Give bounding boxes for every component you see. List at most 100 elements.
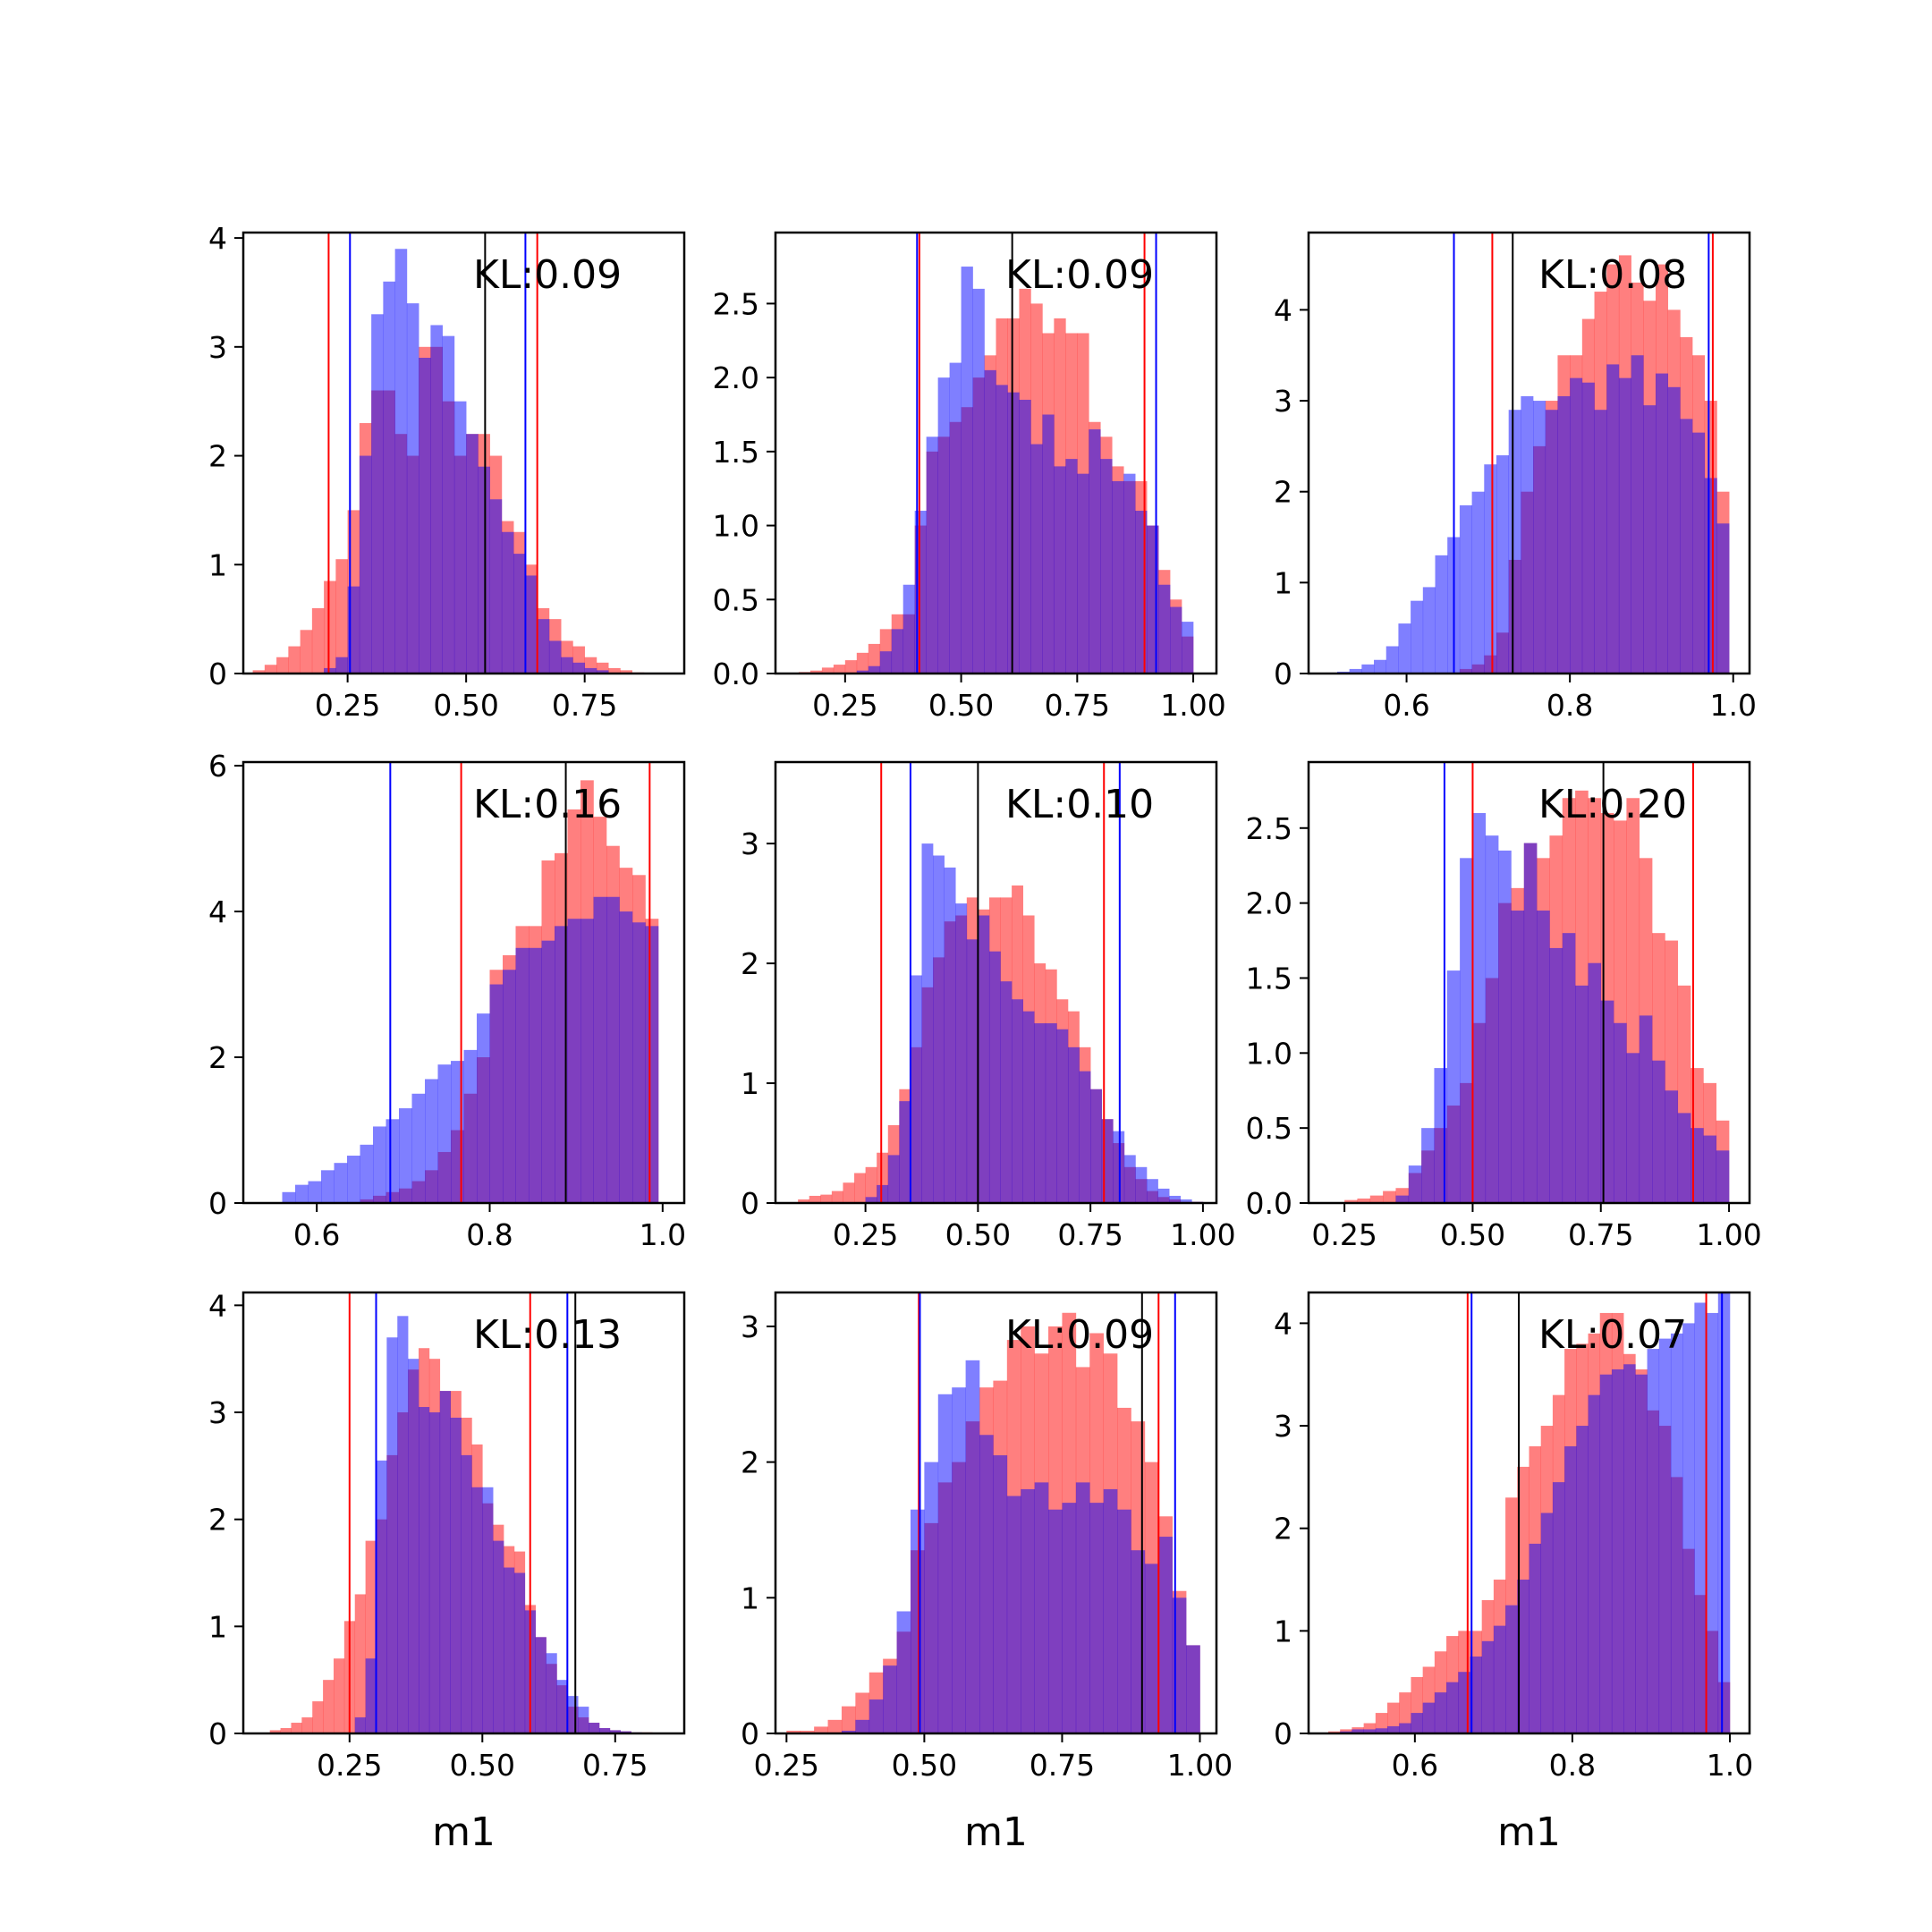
y-tick-label: 4 bbox=[1274, 292, 1292, 327]
blue-bar bbox=[988, 951, 1001, 1203]
blue-bar bbox=[1682, 1323, 1695, 1733]
blue-bar bbox=[1576, 1426, 1589, 1733]
kl-annotation: KL:0.13 bbox=[473, 1312, 622, 1358]
blue-bar bbox=[1169, 1195, 1182, 1203]
y-tick-label: 4 bbox=[208, 894, 227, 929]
blue-bar bbox=[1045, 1023, 1057, 1203]
axes-frame bbox=[242, 231, 686, 675]
blue-bar bbox=[386, 1337, 398, 1733]
blue-bar bbox=[1643, 405, 1657, 674]
kl-annotation: KL:0.09 bbox=[473, 252, 622, 298]
y-tick-label: 2 bbox=[208, 439, 227, 474]
blue-bar bbox=[1446, 1682, 1459, 1733]
blue-bar bbox=[1639, 1015, 1653, 1203]
blue-bar bbox=[535, 1637, 547, 1733]
blue-bar bbox=[584, 667, 597, 674]
blue-bar bbox=[1631, 355, 1644, 674]
blue-bar bbox=[1034, 1023, 1046, 1203]
blue-bar bbox=[1065, 459, 1078, 674]
blue-bar bbox=[428, 1412, 441, 1733]
blue-bar bbox=[1703, 1135, 1717, 1203]
x-tick-label: 0.6 bbox=[1392, 1748, 1438, 1783]
blue-bar bbox=[891, 629, 904, 674]
subplot-1: 0.25 0.50 0.75 0 1 2 3 4 KL:0.09 bbox=[208, 221, 686, 723]
blue-bar bbox=[1421, 1128, 1435, 1203]
blue-bar bbox=[1670, 1333, 1683, 1733]
subplot-3: 0.6 0.8 1.0 0 1 2 3 4 KL:0.08 bbox=[1274, 231, 1757, 723]
plot-area bbox=[786, 1292, 1200, 1733]
blue-bar bbox=[580, 919, 594, 1203]
x-tick-label: 0.75 bbox=[1045, 688, 1110, 723]
blue-bar bbox=[556, 1680, 568, 1733]
x-axis-label: m1 bbox=[1497, 1809, 1561, 1855]
red-bar bbox=[323, 1680, 335, 1733]
red-bar bbox=[264, 665, 277, 674]
red-bar bbox=[324, 580, 336, 674]
y-tick-label: 3 bbox=[1274, 384, 1292, 419]
blue-bar bbox=[419, 357, 431, 674]
blue-bar bbox=[593, 896, 607, 1203]
blue-bar bbox=[921, 843, 934, 1203]
x-axis-label: m1 bbox=[964, 1809, 1028, 1855]
blue-bar bbox=[399, 1108, 412, 1203]
blue-bar bbox=[442, 335, 455, 674]
blue-bar bbox=[910, 975, 922, 1203]
blue-bar bbox=[537, 619, 550, 674]
blue-bar bbox=[1089, 429, 1101, 674]
blue-bar bbox=[896, 1611, 911, 1733]
blue-bar bbox=[386, 1119, 400, 1203]
blue-bar bbox=[883, 1665, 897, 1733]
x-tick-label: 0.75 bbox=[582, 1748, 648, 1783]
blue-bar bbox=[1552, 1482, 1565, 1733]
blue-bar bbox=[1089, 1503, 1104, 1733]
blue-bar bbox=[1435, 555, 1448, 674]
red-bar bbox=[288, 646, 301, 674]
blue-bar bbox=[1652, 1060, 1665, 1203]
blue-bar bbox=[984, 369, 996, 674]
y-tick-label: 2.5 bbox=[1246, 811, 1292, 846]
x-tick-label: 0.6 bbox=[1383, 688, 1429, 723]
x-tick-label: 1.00 bbox=[1167, 1748, 1233, 1783]
blue-bar bbox=[1021, 1488, 1035, 1733]
blue-bar bbox=[1647, 1349, 1660, 1733]
y-tick-label: 0.0 bbox=[713, 657, 759, 691]
plot-area bbox=[798, 233, 1194, 674]
blue-bar bbox=[955, 903, 968, 1203]
blue-bar bbox=[578, 1707, 589, 1733]
blue-bar bbox=[453, 401, 467, 674]
blue-bar bbox=[1656, 373, 1669, 674]
blue-bar bbox=[1158, 1537, 1173, 1733]
kl-annotation: KL:0.07 bbox=[1538, 1312, 1687, 1358]
blue-bar bbox=[546, 1653, 557, 1733]
blue-bar bbox=[1075, 1482, 1090, 1733]
y-tick-label: 1.5 bbox=[713, 435, 759, 470]
kl-annotation: KL:0.09 bbox=[1005, 1312, 1154, 1358]
blue-bar bbox=[1635, 1374, 1648, 1733]
blue-bar bbox=[295, 1184, 309, 1203]
x-tick-label: 1.00 bbox=[1696, 1217, 1761, 1252]
blue-bar bbox=[841, 1730, 856, 1733]
red-bar bbox=[821, 667, 835, 674]
blue-bar bbox=[1112, 480, 1124, 674]
x-tick-label: 0.25 bbox=[754, 1748, 819, 1783]
red-bar bbox=[280, 1728, 292, 1733]
red-bar bbox=[354, 1594, 366, 1733]
blue-bar bbox=[1100, 459, 1113, 674]
blue-bar bbox=[439, 1391, 451, 1733]
y-tick-label: 1.5 bbox=[1246, 961, 1292, 996]
blue-bar bbox=[450, 1418, 462, 1733]
blue-bar bbox=[482, 1487, 494, 1733]
blue-bar bbox=[513, 554, 526, 674]
blue-bar bbox=[1611, 1368, 1624, 1733]
plot-area bbox=[269, 1292, 653, 1733]
subplot-7: 0.25 0.50 0.75 0 1 2 3 4 KL:0.13 m1 bbox=[208, 1288, 686, 1855]
blue-bar bbox=[477, 1013, 490, 1203]
blue-bar bbox=[419, 1407, 430, 1733]
blue-histogram bbox=[354, 1316, 642, 1733]
blue-bar bbox=[1048, 1509, 1063, 1733]
blue-bar bbox=[324, 667, 336, 674]
y-tick-label: 2 bbox=[208, 1503, 227, 1538]
blue-histogram bbox=[1325, 355, 1730, 674]
blue-bar bbox=[425, 1079, 438, 1203]
